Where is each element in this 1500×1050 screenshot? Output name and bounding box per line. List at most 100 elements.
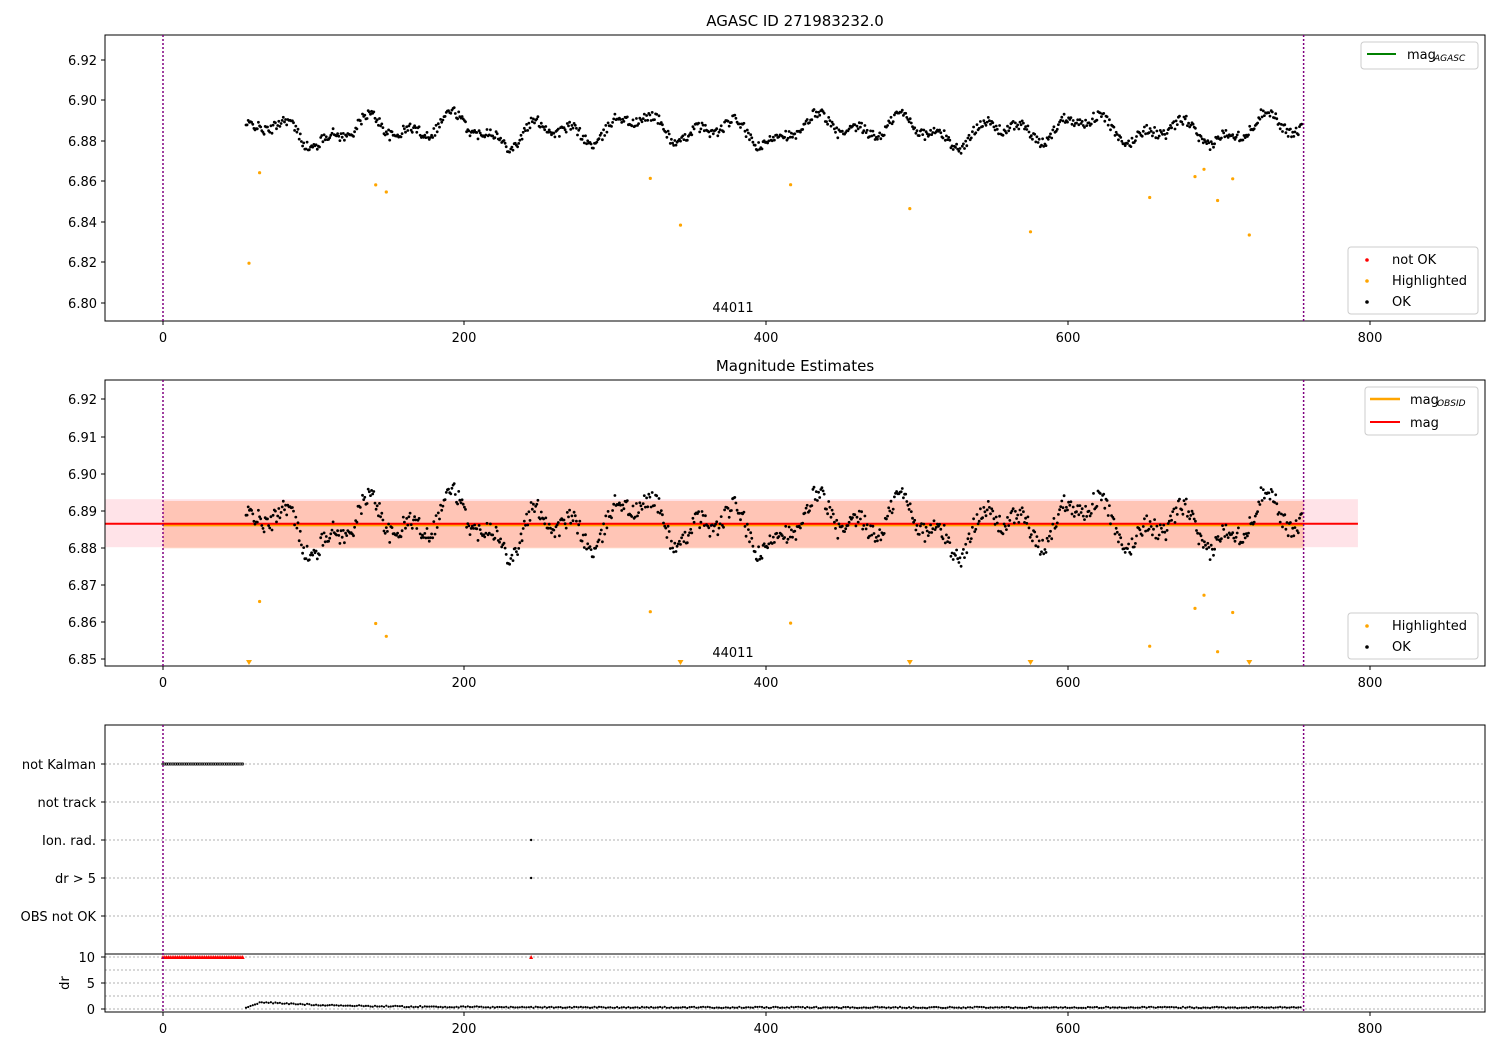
dr-point	[1052, 1006, 1055, 1009]
ok-point	[868, 135, 871, 139]
dr-point	[410, 1005, 413, 1008]
ok-point	[429, 536, 432, 540]
dr-point	[840, 1007, 843, 1010]
not-kalman-flag	[223, 762, 227, 766]
ok-point	[813, 498, 817, 501]
dr-point	[534, 1005, 537, 1008]
ok-point	[1284, 131, 1288, 135]
ok-point	[891, 120, 895, 123]
ok-point	[1261, 488, 1265, 491]
ok-point	[1290, 135, 1293, 139]
ok-point	[536, 498, 540, 502]
dr-point	[812, 1006, 816, 1009]
ok-point	[891, 507, 895, 511]
ok-point	[605, 526, 609, 530]
ok-point	[475, 527, 479, 531]
ok-point	[563, 522, 567, 526]
ok-point	[984, 123, 988, 127]
dr-point	[392, 1005, 395, 1008]
ok-point	[826, 512, 829, 516]
ok-point	[974, 527, 978, 531]
ok-point	[603, 532, 607, 536]
ok-point	[295, 130, 299, 134]
ok-point	[576, 531, 579, 535]
ok-point	[874, 536, 878, 539]
ok-point	[1244, 532, 1248, 536]
dr-point	[263, 1001, 266, 1004]
ok-point	[1216, 535, 1220, 538]
ok-point	[890, 511, 894, 515]
ok-point	[1201, 546, 1205, 549]
ok-point	[1274, 112, 1278, 116]
ok-point	[1167, 126, 1171, 130]
ok-point	[1016, 123, 1020, 127]
dr-point	[930, 1006, 933, 1009]
ok-point	[621, 503, 625, 507]
ok-point	[1100, 498, 1103, 502]
ok-point	[1126, 142, 1129, 145]
ok-point	[516, 145, 519, 149]
dr-point	[1048, 1006, 1051, 1009]
ok-point	[876, 539, 879, 543]
highlighted-point	[384, 190, 388, 194]
ok-point	[1234, 135, 1238, 139]
ok-point	[963, 556, 966, 559]
ok-point	[493, 536, 497, 540]
ok-point	[853, 123, 857, 127]
ok-point	[601, 540, 604, 544]
ok-point	[1148, 127, 1152, 130]
ok-point	[1042, 552, 1046, 556]
ok-point	[251, 512, 255, 516]
ok-point	[266, 125, 269, 129]
dr-point	[1215, 1005, 1218, 1009]
ok-point	[403, 520, 406, 524]
dr-point	[1116, 1006, 1119, 1009]
ok-point	[1078, 504, 1082, 507]
ok-point	[285, 513, 289, 517]
ok-point	[1195, 529, 1198, 532]
ok-point	[911, 125, 914, 129]
ok-point	[1024, 516, 1027, 520]
highlighted-point	[374, 621, 378, 626]
ok-point	[653, 504, 656, 507]
ok-point	[1220, 136, 1223, 140]
ok-point	[453, 493, 457, 496]
dr-point	[294, 1003, 297, 1006]
ok-point	[564, 526, 568, 530]
ok-point	[430, 532, 433, 536]
ok-point	[735, 508, 739, 512]
ok-point	[373, 116, 377, 120]
ok-point	[743, 525, 747, 528]
dr-point	[1256, 1005, 1259, 1009]
ok-point	[869, 129, 872, 133]
dr-point	[545, 1006, 549, 1009]
dr-point	[425, 1005, 429, 1008]
dr-point	[1177, 1006, 1180, 1010]
ok-point	[314, 143, 318, 147]
ok-point	[1126, 547, 1129, 550]
ok-point	[1158, 523, 1162, 527]
dr-point	[998, 1006, 1001, 1009]
ok-point	[994, 515, 998, 519]
dr-point	[1236, 1007, 1239, 1010]
ok-point	[1080, 507, 1084, 511]
agasc-magnitude-panel: AGASC ID 271983232.0 44011 0 200 400 600…	[68, 12, 1486, 346]
y-tick-label: 6.82	[68, 256, 97, 271]
dr-capped-marker	[240, 955, 245, 959]
ok-point	[1048, 534, 1051, 538]
ok-point	[877, 135, 880, 138]
ok-point	[655, 494, 659, 498]
ok-point	[383, 133, 387, 137]
ok-point	[456, 117, 459, 121]
ok-point	[777, 535, 781, 538]
dr-point	[339, 1004, 343, 1007]
panel-title: AGASC ID 271983232.0	[706, 12, 884, 30]
ok-point	[578, 126, 582, 130]
dr-point	[932, 1005, 936, 1009]
ok-point	[739, 518, 742, 522]
ok-point	[1172, 507, 1176, 511]
ok-point	[245, 123, 249, 127]
ok-point	[1106, 514, 1110, 517]
dr-point	[1145, 1006, 1148, 1009]
ok-point	[1268, 114, 1272, 118]
